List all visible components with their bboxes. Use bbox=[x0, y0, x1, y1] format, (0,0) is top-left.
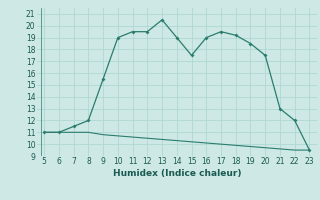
X-axis label: Humidex (Indice chaleur): Humidex (Indice chaleur) bbox=[113, 169, 241, 178]
